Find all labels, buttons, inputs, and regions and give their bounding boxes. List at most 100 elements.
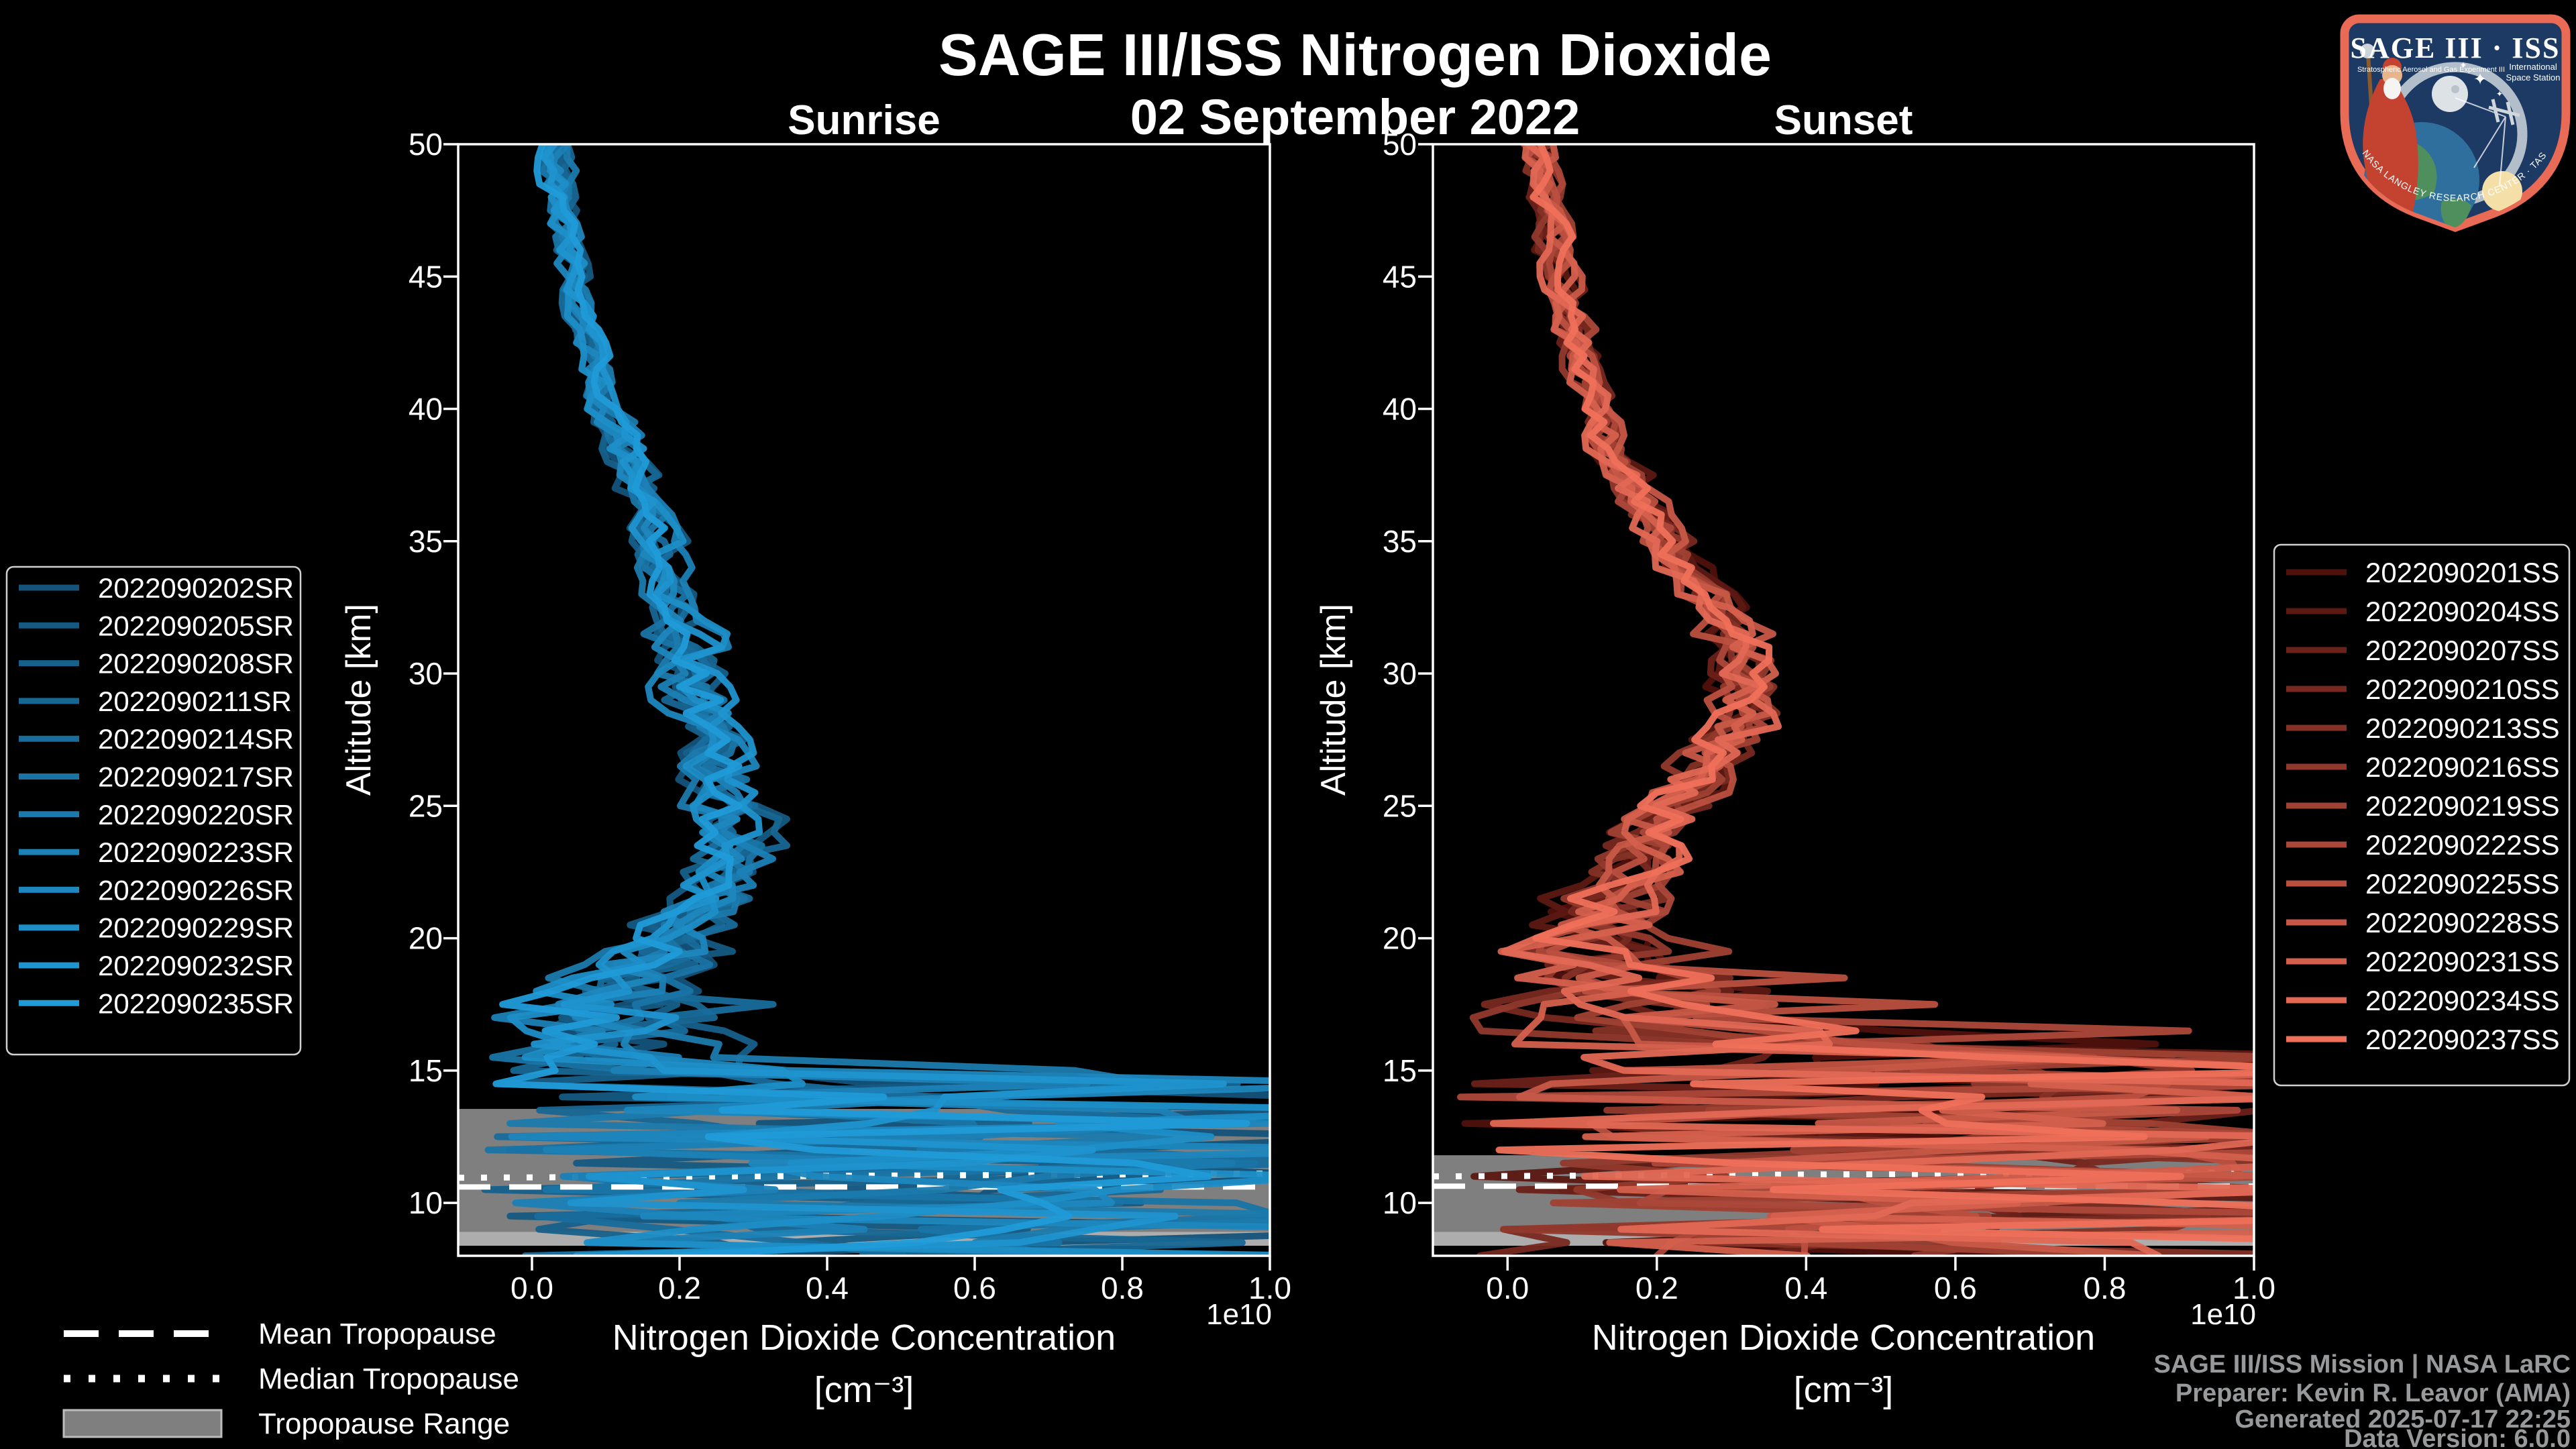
legend-label: 2022090213SS <box>2365 712 2560 744</box>
x-tick-label: 0.8 <box>2083 1271 2126 1305</box>
legend-label: 2022090217SR <box>98 761 294 793</box>
legend-label: 2022090208SR <box>98 648 294 680</box>
legend-row: 2022090207SS <box>2286 635 2560 666</box>
x-axis-offset-label-right: 1e10 <box>2190 1298 2256 1331</box>
legend-label: 2022090214SR <box>98 723 294 755</box>
footer-preparer: Preparer: Kevin R. Leavor (AMA) <box>2176 1379 2571 1407</box>
legend-label: 2022090204SS <box>2365 596 2560 627</box>
x-tick-label: 0.0 <box>1486 1271 1529 1305</box>
y-tick-label: 15 <box>409 1053 443 1088</box>
legend-row: 2022090228SS <box>2286 907 2560 938</box>
panel-plot-area-sunset <box>1433 144 2254 1256</box>
staff-orb-icon <box>2360 44 2375 58</box>
y-tick-label: 45 <box>1383 259 1417 294</box>
legend-row: 2022090235SR <box>19 987 294 1019</box>
y-tick-label: 15 <box>1383 1053 1417 1088</box>
sun-icon <box>2482 171 2522 211</box>
x-tick-label: 0.2 <box>658 1271 701 1305</box>
y-tick-label: 35 <box>1383 524 1417 559</box>
legend-box-sunset <box>2273 543 2571 1087</box>
mean-tropopause-label: Mean Tropopause <box>258 1318 496 1350</box>
legend-row: 2022090214SR <box>19 723 294 755</box>
y-tick-label: 40 <box>1383 392 1417 427</box>
y-tick-label: 25 <box>409 788 443 823</box>
legend-row: 2022090232SR <box>19 950 294 981</box>
legend-box-sunrise <box>5 566 302 1056</box>
star-icon: ✦ <box>2473 70 2487 89</box>
profile-line-2022090237SS <box>1495 144 2254 1242</box>
profile-line-2022090235SR <box>492 144 1250 1256</box>
y-tick-label: 30 <box>409 656 443 691</box>
y-tick-label: 50 <box>1383 127 1417 162</box>
panel-spines <box>457 143 1271 1257</box>
legend-row: 2022090201SS <box>2286 557 2560 588</box>
legend-row: 2022090205SR <box>19 610 294 641</box>
legend-label: 2022090223SR <box>98 837 294 868</box>
legend-row: 2022090204SS <box>2286 596 2560 627</box>
x-tick-label: 0.0 <box>511 1271 553 1305</box>
y-axis-label-right: Altitude [km] <box>1314 604 1353 796</box>
legend-label: 2022090229SR <box>98 912 294 944</box>
x-tick-label: 0.8 <box>1101 1271 1144 1305</box>
y-tick-label: 35 <box>409 524 443 559</box>
y-axis-label-left: Altitude [km] <box>339 604 378 796</box>
x-tick-label: 0.2 <box>1635 1271 1678 1305</box>
legend-row: 2022090217SR <box>19 761 294 793</box>
legend-row: 2022090213SS <box>2286 712 2560 744</box>
legend-label: 2022090202SR <box>98 572 294 604</box>
x-tick-label: 1.0 <box>1248 1271 1291 1305</box>
earth-land2-icon <box>2440 199 2471 227</box>
legend-sunset-rows: 2022090201SS 2022090204SS 2022090207SS 2022… <box>2286 557 2560 1055</box>
legend-row: 2022090231SS <box>2286 946 2560 977</box>
x-axis-offset-label-left: 1e10 <box>1206 1298 1272 1331</box>
footer-mission: SAGE III/ISS Mission | NASA LaRC <box>2153 1350 2571 1379</box>
legend-row: 2022090237SS <box>2286 1024 2560 1055</box>
legend-sunrise-rows: 2022090202SR 2022090205SR 2022090208SR 2022… <box>19 572 294 1019</box>
legend-label: 2022090237SS <box>2365 1024 2560 1055</box>
legend-row: 2022090223SR <box>19 837 294 868</box>
legend-label: 2022090226SR <box>98 874 294 906</box>
tropopause-range-swatch <box>62 1409 223 1438</box>
y-tick-label: 10 <box>409 1185 443 1220</box>
star-small-icon: ✦ <box>2459 60 2467 70</box>
tropopause-range-label: Tropopause Range <box>258 1407 510 1440</box>
date-subtitle: 02 September 2022 <box>1130 89 1580 145</box>
legend-row: 2022090229SR <box>19 912 294 944</box>
plot-panels: 0.0 0.2 0.4 0.6 0.8 1.0 10 15 20 25 30 35 40 45 50 0.0 0… <box>409 127 2275 1305</box>
patch-subtitle-right1: International <box>2509 62 2557 72</box>
y-tick-label: 45 <box>409 259 443 294</box>
footer-generated: Generated 2025-07-17 22:25 <box>2235 1405 2571 1434</box>
legend-label: 2022090211SR <box>98 686 292 717</box>
legend-row: 2022090216SS <box>2286 751 2560 783</box>
y-tick-label: 20 <box>1383 921 1417 956</box>
panel-sunset: 0.0 0.2 0.4 0.6 0.8 1.0 10 15 20 25 30 35 40 45 50 <box>1383 127 2275 1305</box>
y-tick-label: 30 <box>1383 656 1417 691</box>
profile-line-2022090231SS <box>1497 144 2254 1256</box>
legend-row: 2022090210SS <box>2286 674 2560 705</box>
median-tropopause-label: Median Tropopause <box>258 1362 519 1395</box>
panel-title-sunset: Sunset <box>1774 97 1913 144</box>
legend-row: 2022090211SR <box>19 686 292 717</box>
x-axis-label-left-line2: [cm⁻³] <box>814 1370 914 1410</box>
page-title: SAGE III/ISS Nitrogen Dioxide <box>938 21 1772 88</box>
y-tick-label: 25 <box>1383 788 1417 823</box>
moon-icon <box>2432 76 2468 112</box>
x-tick-label: 0.6 <box>953 1271 996 1305</box>
profile-line-2022090232SR <box>531 144 1227 1256</box>
x-axis-label-right-line1: Nitrogen Dioxide Concentration <box>1592 1318 2095 1358</box>
x-tick-label: 0.4 <box>1784 1271 1827 1305</box>
profile-line-2022090222SS <box>1457 144 2254 1256</box>
x-tick-label: 1.0 <box>2233 1271 2275 1305</box>
legend-label: 2022090225SS <box>2365 868 2560 900</box>
legend-row: 2022090208SR <box>19 648 294 680</box>
legend-row: 2022090222SS <box>2286 829 2560 861</box>
star-small2-icon: ✦ <box>2496 89 2503 99</box>
legend-row: 2022090219SS <box>2286 790 2560 822</box>
legend-label: 2022090231SS <box>2365 946 2560 977</box>
legend-row: 2022090220SR <box>19 799 294 830</box>
y-tick-label: 20 <box>409 921 443 956</box>
figure-beard-icon <box>2383 78 2401 99</box>
legend-row: 2022090202SR <box>19 572 294 604</box>
